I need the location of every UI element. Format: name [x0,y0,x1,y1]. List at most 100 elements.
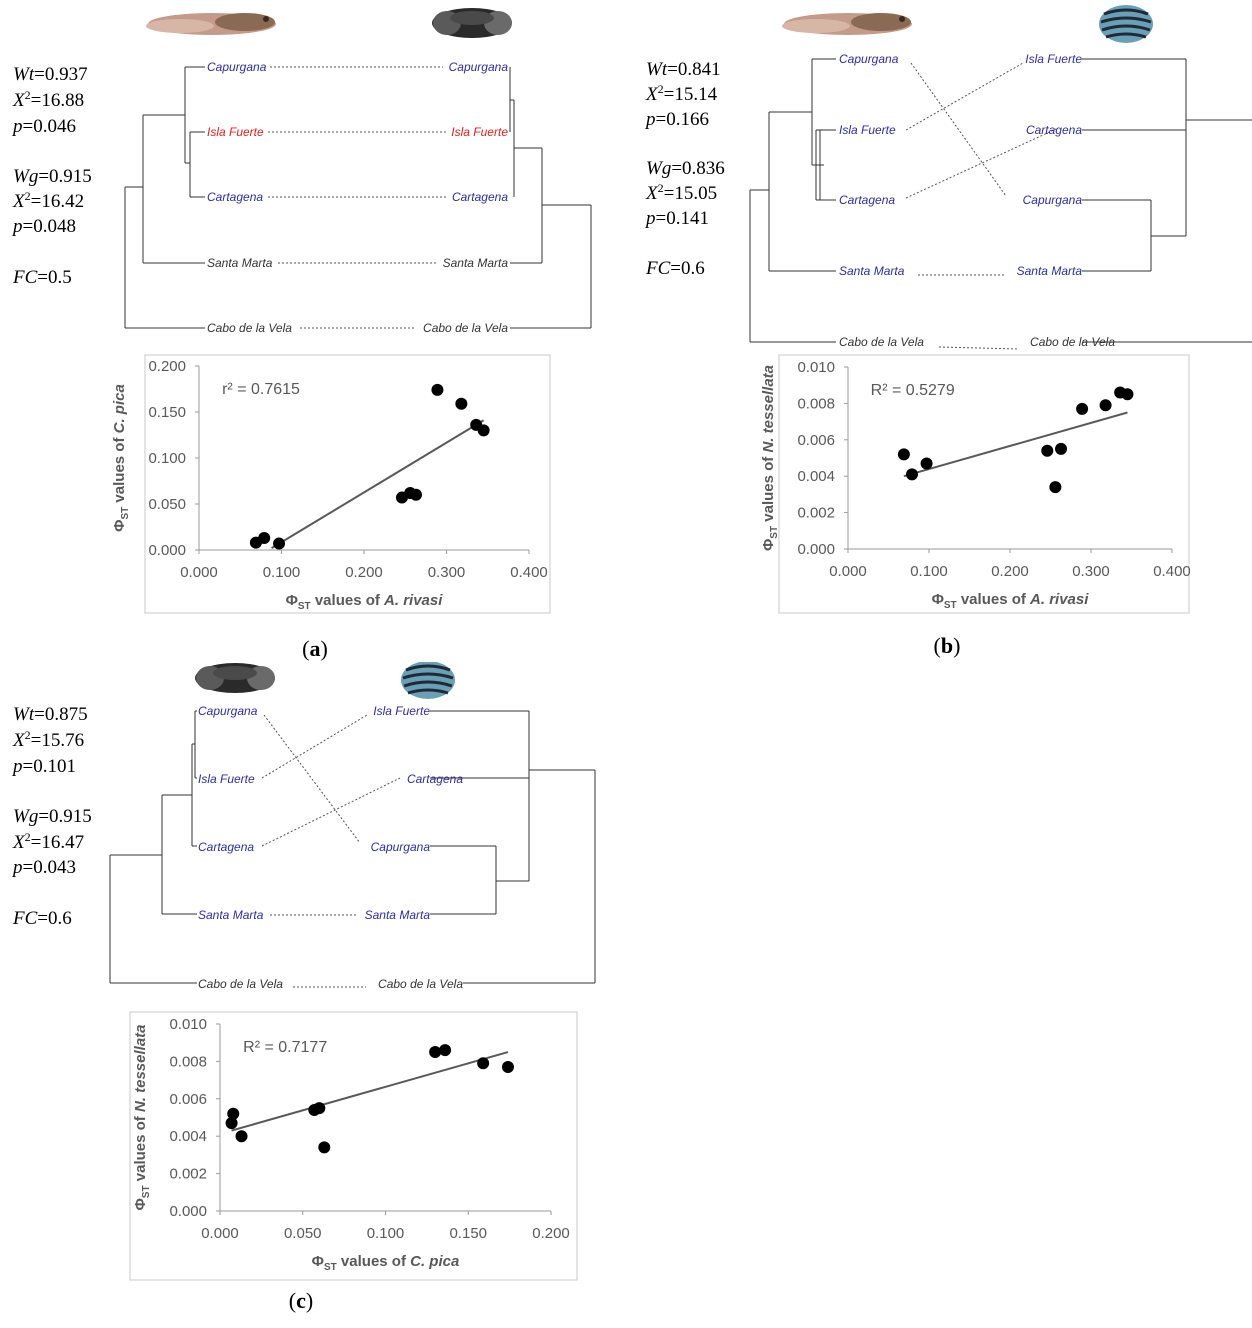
trendline [231,1051,509,1132]
left-label-5: Cabo de la Vela [839,335,924,349]
r-squared-label: r² = 0.7615 [222,381,300,398]
x-tick-label: 0.150 [449,1225,487,1242]
panel-a-figure: Wt=0.937 X2=16.88 p=0.046 Wg=0.915 X2=16… [11,8,592,661]
congruence-statistics: Wt=0.875 X2=15.76 p=0.101 Wg=0.915 X2=16… [11,704,92,929]
y-tick-label: 0.008 [169,1053,207,1070]
right-label-1: Isla Fuerte [373,704,430,718]
x-tick-label: 0.200 [991,563,1029,580]
y-tick-label: 0.100 [148,450,186,467]
right-label-3: Capurgana [371,840,431,854]
right-label-4: Santa Marta [1017,264,1083,278]
right-label-2: Cartagena [407,772,463,786]
trendline [271,419,485,550]
svg-text:X2=16.47: X2=16.47 [12,830,84,853]
left-label-4: Santa Marta [839,264,905,278]
left-label-1: Capurgana [207,60,267,74]
r-squared-label: R² = 0.5279 [871,382,955,399]
right-label-1: Isla Fuerte [1025,52,1082,66]
panel-caption-a: (a) [302,636,328,661]
svg-text:FC=0.6: FC=0.6 [12,908,72,929]
y-tick-label: 0.000 [148,542,186,559]
left-label-3: Cartagena [839,193,895,207]
svg-text:X2=15.14: X2=15.14 [645,82,718,105]
x-tick-label: 0.100 [263,564,301,581]
x-axis-title: ΦST values of C. pica [312,1253,460,1273]
blenny-fish-photo [782,13,912,35]
svg-text:p=0.043: p=0.043 [11,857,76,878]
left-tip-labels: Capurgana Isla Fuerte Cartagena Santa Ma… [207,60,292,335]
tangle-connectors [905,62,1057,350]
left-label-3: Cartagena [207,190,263,204]
data-point [1055,442,1068,455]
left-tip-labels: Capurgana Isla Fuerte Cartagena Santa Ma… [198,704,283,991]
x-tick-label: 0.400 [1153,563,1191,580]
data-point [439,1044,452,1057]
y-tick-label: 0.010 [169,1016,207,1033]
panel-caption-b: (b) [934,633,961,658]
right-label-4: Santa Marta [365,908,431,922]
dark-blenny-fish-photo [195,663,275,693]
tangle-connectors [268,66,446,329]
tangle-connectors [261,714,401,988]
svg-text:FC=0.5: FC=0.5 [12,267,72,288]
data-point [501,1061,514,1074]
panel-c: Wt=0.875 X2=15.76 p=0.101 Wg=0.915 X2=16… [0,661,626,1323]
x-tick-label: 0.000 [180,564,218,581]
svg-text:Wg=0.915: Wg=0.915 [13,166,92,187]
data-point [225,1117,238,1130]
left-dendrogram [749,58,836,343]
svg-text:X2=16.88: X2=16.88 [12,88,84,111]
x-axis-title: ΦST values of A. rivasi [932,591,1090,611]
svg-text:Wg=0.915: Wg=0.915 [13,806,92,827]
data-point [897,448,910,461]
right-tip-labels: Capurgana Isla Fuerte Cartagena Santa Ma… [423,60,508,335]
svg-text:Wt=0.937: Wt=0.937 [13,64,88,85]
left-label-2: Isla Fuerte [207,125,264,139]
left-label-1: Capurgana [198,704,258,718]
left-label-4: Santa Marta [198,908,264,922]
y-axis-title: ΦST values of N. tessellata [132,1025,152,1211]
left-label-2: Isla Fuerte [839,123,896,137]
right-label-4: Santa Marta [443,256,509,270]
data-point [429,1046,442,1059]
svg-text:X2=15.05: X2=15.05 [645,181,717,204]
y-tick-label: 0.010 [797,359,835,376]
y-tick-label: 0.000 [797,541,835,558]
y-tick-label: 0.200 [148,358,186,375]
svg-text:Wt=0.841: Wt=0.841 [646,59,721,80]
data-point [1049,481,1062,494]
panel-b-figure: Wt=0.841 X2=15.14 p=0.166 Wg=0.836 X2=15… [644,5,1252,658]
left-label-3: Cartagena [198,840,254,854]
data-point [1099,399,1112,412]
blenny-fish-photo [146,13,276,35]
data-point [235,1130,248,1143]
left-label-4: Santa Marta [207,256,273,270]
x-tick-label: 0.300 [428,564,466,581]
svg-text:X2=15.76: X2=15.76 [12,728,84,751]
data-point [313,1102,326,1115]
data-point [920,457,933,470]
data-point [431,383,444,396]
data-point [1121,388,1134,401]
nerite-snail-shell-photo [1099,5,1153,43]
scatter-plot-c: 0.000 0.050 0.100 0.150 0.200 0.000 0.002 0.004… [132,1016,570,1273]
y-tick-label: 0.006 [797,432,835,449]
right-label-2: Isla Fuerte [451,125,508,139]
left-dendrogram [124,66,205,329]
svg-text:p=0.101: p=0.101 [11,756,76,777]
trendline [903,411,1128,478]
right-tip-labels: Isla Fuerte Cartagena Capurgana Santa Ma… [1017,52,1116,349]
y-tick-label: 0.050 [148,496,186,513]
x-tick-label: 0.100 [367,1225,405,1242]
panel-caption-c: (c) [289,1288,313,1313]
scatter-plot-b: 0.000 0.100 0.200 0.300 0.400 0.000 0.002 0.004… [760,359,1191,611]
y-tick-label: 0.004 [169,1128,207,1145]
y-tick-label: 0.008 [797,395,835,412]
data-point [227,1107,240,1120]
y-tick-label: 0.150 [148,404,186,421]
x-tick-label: 0.050 [284,1225,322,1242]
panel-c-figure: Wt=0.875 X2=15.76 p=0.101 Wg=0.915 X2=16… [11,661,596,1313]
right-dendrogram [509,67,592,329]
data-point [409,488,422,501]
data-point [318,1141,331,1154]
